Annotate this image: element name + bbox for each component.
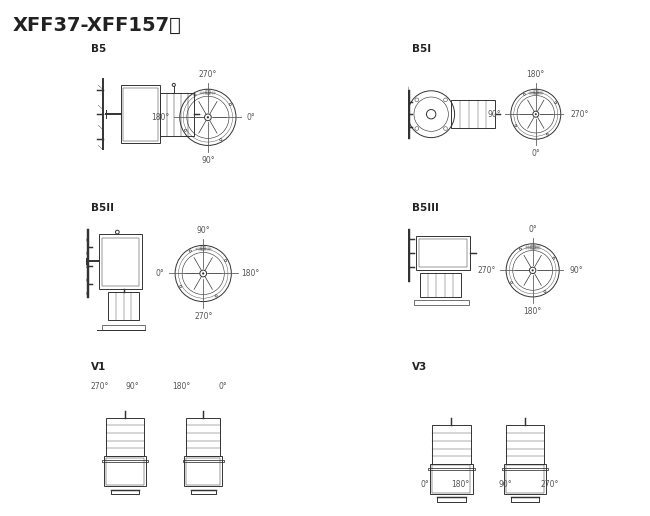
Bar xyxy=(200,248,202,250)
Text: 0°: 0° xyxy=(421,480,429,489)
Bar xyxy=(506,465,544,493)
Bar xyxy=(432,425,471,464)
Bar xyxy=(187,458,220,485)
Text: 90°: 90° xyxy=(569,266,583,275)
Bar xyxy=(101,325,146,330)
Text: 90°: 90° xyxy=(201,156,214,165)
Bar xyxy=(214,92,216,94)
Bar xyxy=(415,236,470,270)
Bar xyxy=(531,92,532,94)
Text: 180°: 180° xyxy=(526,70,545,79)
Text: 0°: 0° xyxy=(156,269,164,278)
Text: 180°: 180° xyxy=(172,382,190,391)
Bar xyxy=(160,93,194,136)
Bar xyxy=(186,417,220,456)
Bar xyxy=(122,85,160,143)
Bar xyxy=(532,247,534,249)
Bar xyxy=(185,456,222,486)
Text: 180°: 180° xyxy=(151,113,170,122)
Bar xyxy=(207,248,209,250)
Text: 180°: 180° xyxy=(523,307,542,316)
Bar xyxy=(504,464,546,494)
Bar xyxy=(502,467,548,470)
Text: 270°: 270° xyxy=(541,480,559,489)
Bar xyxy=(202,248,204,250)
Bar xyxy=(530,245,535,249)
Bar xyxy=(101,237,139,286)
Bar xyxy=(534,247,536,249)
Text: 270°: 270° xyxy=(478,266,496,275)
Text: 90°: 90° xyxy=(499,480,512,489)
Text: 270°: 270° xyxy=(91,382,109,391)
Bar xyxy=(205,90,210,94)
Bar xyxy=(529,92,530,94)
Text: B5III: B5III xyxy=(413,203,439,213)
Text: V3: V3 xyxy=(413,362,428,373)
Bar xyxy=(428,467,474,470)
Bar xyxy=(536,247,538,249)
Bar xyxy=(535,92,536,94)
Bar xyxy=(506,425,544,464)
Bar xyxy=(108,292,139,320)
Bar xyxy=(201,246,205,250)
Bar xyxy=(106,417,144,456)
Bar xyxy=(183,460,224,462)
Circle shape xyxy=(532,269,534,271)
Text: V1: V1 xyxy=(91,362,106,373)
Text: 270°: 270° xyxy=(571,110,589,119)
Bar xyxy=(207,92,209,94)
Bar xyxy=(525,247,527,249)
Text: XFF37-XFF157型: XFF37-XFF157型 xyxy=(13,15,182,35)
Bar xyxy=(196,248,198,250)
Circle shape xyxy=(202,272,204,275)
Bar xyxy=(99,234,142,289)
Bar xyxy=(209,248,211,250)
Bar xyxy=(104,456,146,486)
Bar xyxy=(205,92,207,94)
Text: 270°: 270° xyxy=(194,312,213,321)
Bar xyxy=(538,247,540,249)
Bar xyxy=(430,464,473,494)
Bar xyxy=(534,90,538,94)
Circle shape xyxy=(535,113,537,115)
Bar xyxy=(530,247,531,249)
Text: 0°: 0° xyxy=(246,113,255,122)
Bar xyxy=(102,460,148,462)
Bar xyxy=(541,92,543,94)
Text: 90°: 90° xyxy=(196,226,210,235)
Bar xyxy=(200,92,202,94)
Bar xyxy=(537,92,539,94)
Text: B5: B5 xyxy=(91,44,106,54)
Bar xyxy=(198,248,200,250)
Bar xyxy=(421,273,461,297)
Bar xyxy=(106,458,144,485)
Bar xyxy=(211,92,213,94)
Text: B5II: B5II xyxy=(91,203,114,213)
Text: 270°: 270° xyxy=(199,70,217,79)
Text: 0°: 0° xyxy=(219,382,227,391)
Bar xyxy=(124,88,158,140)
Text: 180°: 180° xyxy=(452,480,470,489)
Bar xyxy=(419,239,467,267)
Text: 180°: 180° xyxy=(242,269,260,278)
Text: 0°: 0° xyxy=(528,224,537,234)
Bar xyxy=(452,100,495,128)
Bar xyxy=(209,92,211,94)
Text: 0°: 0° xyxy=(532,149,540,158)
Text: 90°: 90° xyxy=(488,110,500,119)
Bar xyxy=(533,92,534,94)
Bar xyxy=(205,248,206,250)
Bar xyxy=(432,465,471,493)
Bar xyxy=(414,300,469,305)
Bar xyxy=(528,247,529,249)
Circle shape xyxy=(207,116,209,119)
Bar xyxy=(539,92,541,94)
Text: 90°: 90° xyxy=(125,382,138,391)
Text: B5I: B5I xyxy=(413,44,432,54)
Bar xyxy=(203,92,204,94)
